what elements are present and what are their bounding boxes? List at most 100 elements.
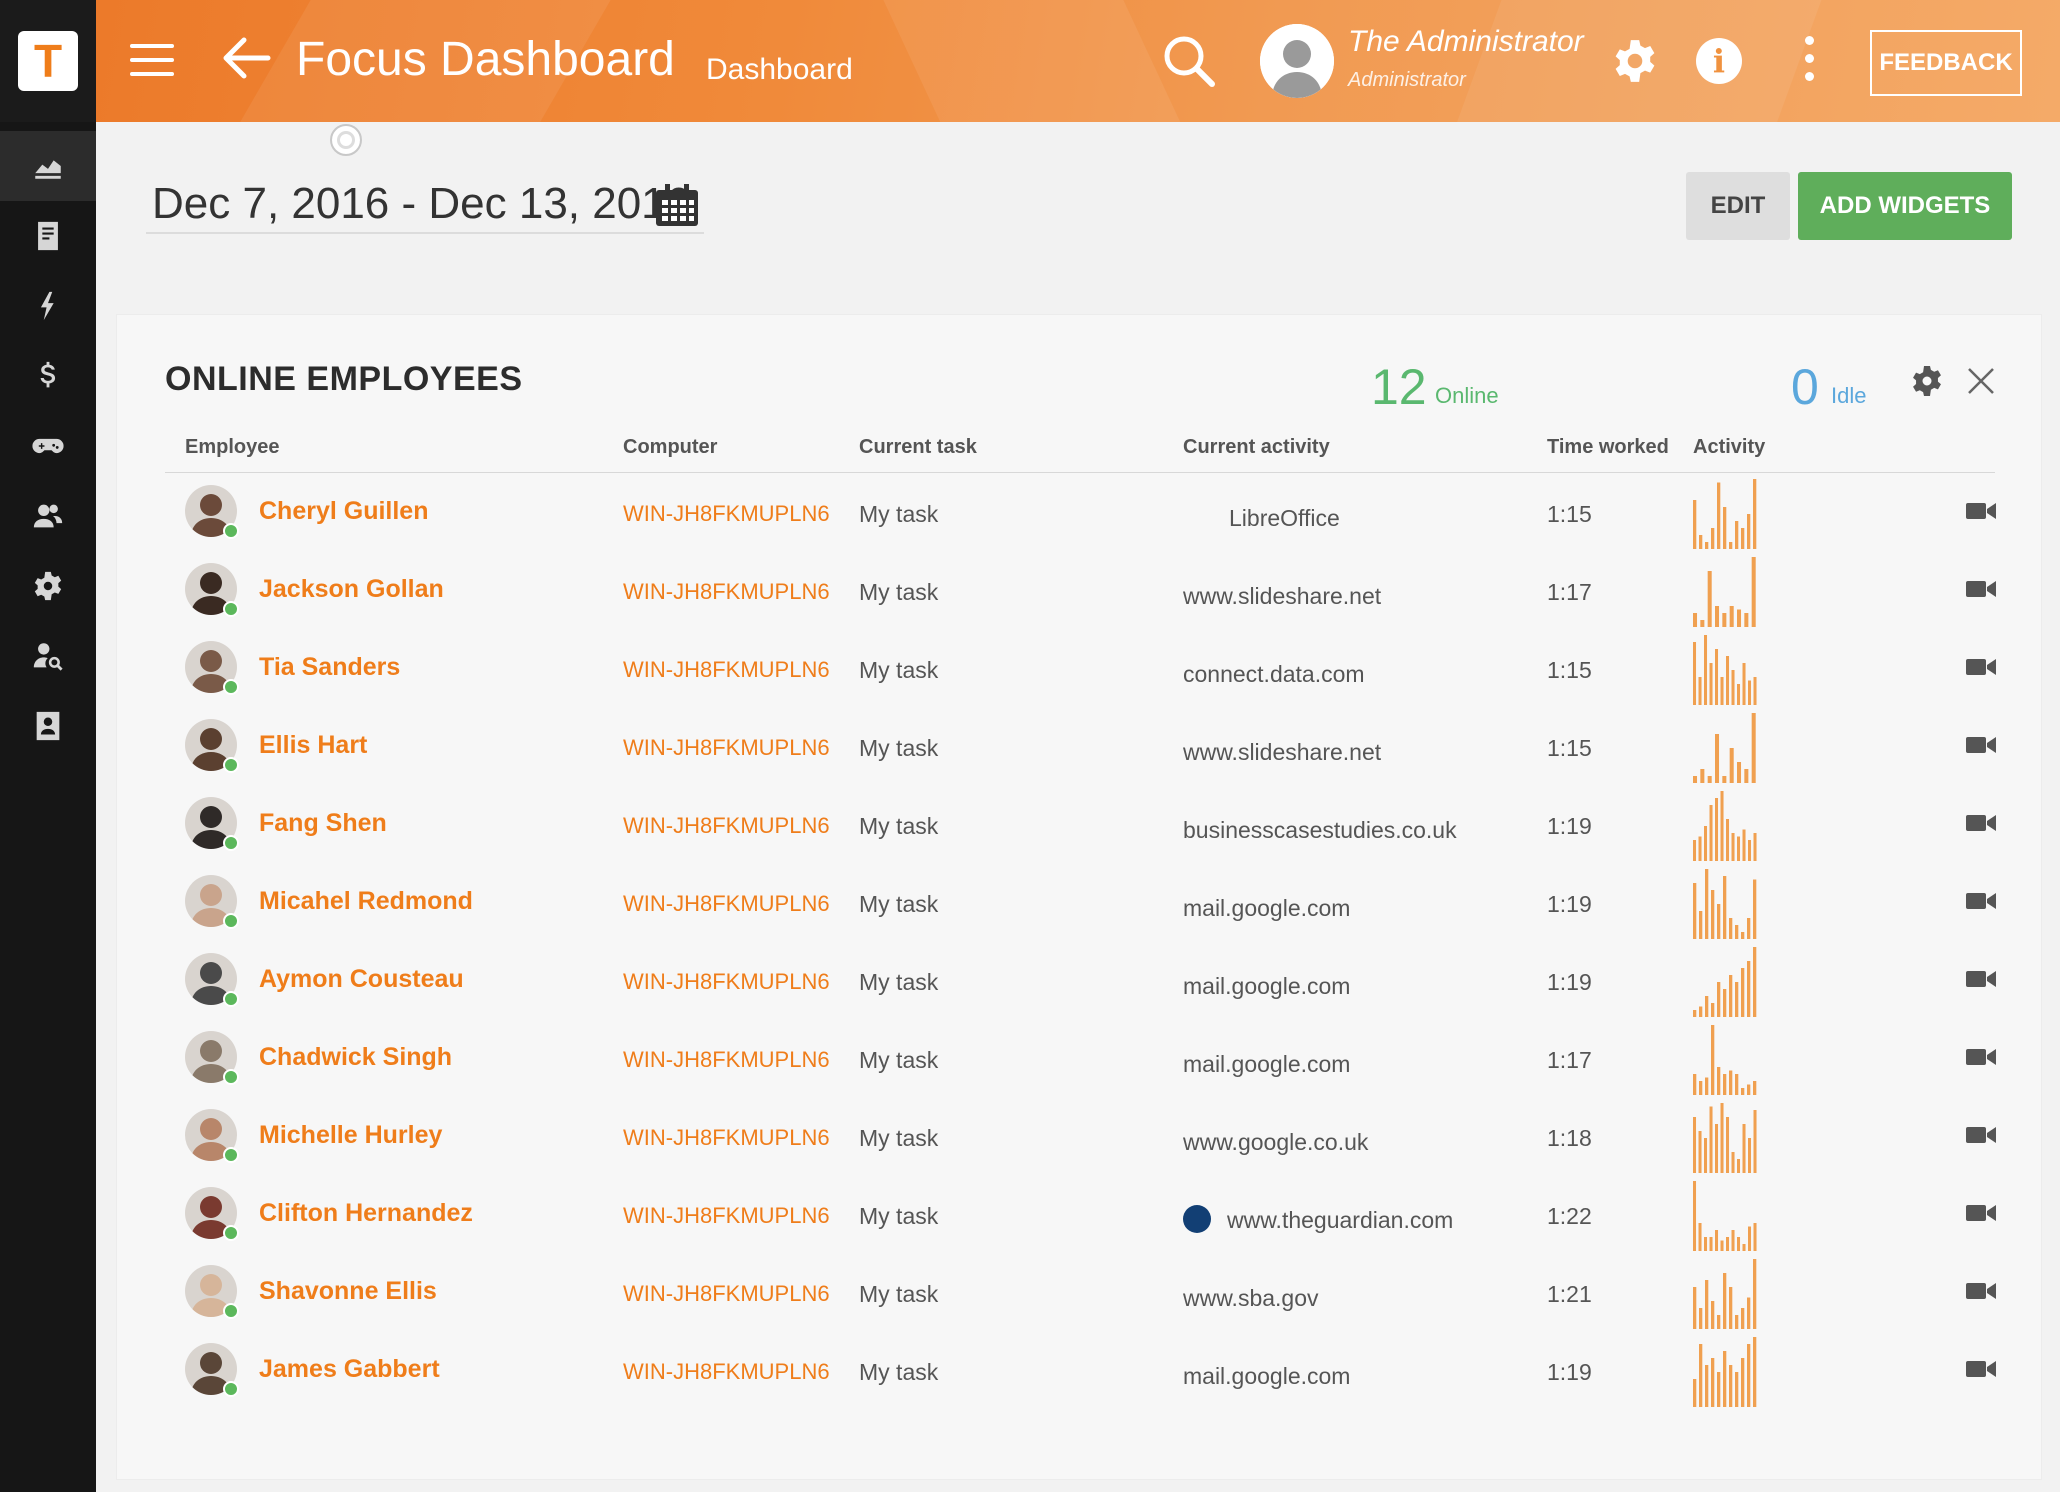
table-row[interactable]: James Gabbert WIN-JH8FKMUPLN6 My task mail.… xyxy=(117,1333,2043,1411)
online-status-dot xyxy=(223,1381,239,1397)
activity-sparkline xyxy=(1693,947,1757,1017)
employee-avatar[interactable] xyxy=(185,797,237,849)
user-role: Administrator xyxy=(1348,69,1466,91)
activity-bar xyxy=(1729,1365,1733,1407)
table-row[interactable]: Micahel Redmond WIN-JH8FKMUPLN6 My task mai… xyxy=(117,865,2043,943)
info-icon[interactable]: i xyxy=(1696,38,1742,84)
activity-sparkline xyxy=(1693,869,1757,939)
video-camera-icon[interactable] xyxy=(1965,577,1997,601)
employee-name[interactable]: Jackson Gollan xyxy=(259,575,444,603)
sidebar-item-user-search[interactable] xyxy=(0,621,96,691)
video-camera-icon[interactable] xyxy=(1965,499,1997,523)
column-header-computer[interactable]: Computer xyxy=(623,436,718,458)
activity-bar xyxy=(1717,982,1721,1017)
employee-name[interactable]: Clifton Hernandez xyxy=(259,1199,473,1227)
activity-bar xyxy=(1742,1124,1746,1173)
employee-name[interactable]: Fang Shen xyxy=(259,809,387,837)
sidebar-item-productivity[interactable] xyxy=(0,271,96,341)
video-camera-icon[interactable] xyxy=(1965,1123,1997,1147)
close-icon[interactable] xyxy=(1965,365,1997,397)
user-avatar[interactable] xyxy=(1260,24,1334,98)
column-header-task[interactable]: Current task xyxy=(859,436,977,458)
video-camera-icon[interactable] xyxy=(1965,967,1997,991)
employee-name[interactable]: Shavonne Ellis xyxy=(259,1277,437,1305)
current-activity: LibreOffice xyxy=(1229,505,1340,531)
slider-handle[interactable] xyxy=(330,124,362,156)
sidebar-item-dashboard[interactable] xyxy=(0,131,96,201)
video-camera-icon[interactable] xyxy=(1965,1357,1997,1381)
table-row[interactable]: Tia Sanders WIN-JH8FKMUPLN6 My task connect… xyxy=(117,631,2043,709)
table-row[interactable]: Aymon Cousteau WIN-JH8FKMUPLN6 My task mail… xyxy=(117,943,2043,1021)
app-logo[interactable]: T xyxy=(18,31,78,91)
video-camera-icon[interactable] xyxy=(1965,1201,1997,1225)
employee-name[interactable]: Cheryl Guillen xyxy=(259,497,429,525)
more-options-icon[interactable] xyxy=(1802,36,1816,86)
video-camera-icon[interactable] xyxy=(1965,811,1997,835)
activity-bar xyxy=(1747,1084,1751,1095)
video-camera-icon[interactable] xyxy=(1965,733,1997,757)
column-header-time[interactable]: Time worked xyxy=(1547,436,1669,458)
time-worked: 1:19 xyxy=(1547,891,1592,917)
back-arrow-icon[interactable] xyxy=(222,36,272,80)
activity-bar xyxy=(1747,514,1751,549)
activity-bar xyxy=(1726,819,1730,861)
edit-button[interactable]: EDIT xyxy=(1686,172,1790,240)
current-activity: mail.google.com xyxy=(1183,1363,1351,1389)
table-row[interactable]: Chadwick Singh WIN-JH8FKMUPLN6 My task mail… xyxy=(117,1021,2043,1099)
table-row[interactable]: Jackson Gollan WIN-JH8FKMUPLN6 My task www.… xyxy=(117,553,2043,631)
employee-avatar[interactable] xyxy=(185,641,237,693)
table-row[interactable]: Michelle Hurley WIN-JH8FKMUPLN6 My task www… xyxy=(117,1099,2043,1177)
feedback-button[interactable]: FEEDBACK xyxy=(1870,30,2022,96)
activity-sparkline xyxy=(1693,1181,1757,1251)
video-camera-icon[interactable] xyxy=(1965,889,1997,913)
user-name[interactable]: The Administrator xyxy=(1348,25,1584,58)
employee-name[interactable]: Michelle Hurley xyxy=(259,1121,443,1149)
activity-bar xyxy=(1729,1070,1733,1095)
employee-name[interactable]: Aymon Cousteau xyxy=(259,965,464,993)
table-row[interactable]: Ellis Hart WIN-JH8FKMUPLN6 My task www.slid… xyxy=(117,709,2043,787)
column-header-activity[interactable]: Current activity xyxy=(1183,436,1330,458)
online-label: Online xyxy=(1435,383,1499,408)
sidebar-item-billing[interactable] xyxy=(0,341,96,411)
activity-bar xyxy=(1699,1081,1703,1095)
table-row[interactable]: Shavonne Ellis WIN-JH8FKMUPLN6 My task www.… xyxy=(117,1255,2043,1333)
table-row[interactable]: Clifton Hernandez WIN-JH8FKMUPLN6 My task w… xyxy=(117,1177,2043,1255)
add-widgets-button[interactable]: ADD WIDGETS xyxy=(1798,172,2012,240)
activity-bar xyxy=(1707,571,1712,627)
activity-bar xyxy=(1717,1372,1721,1407)
current-task: My task xyxy=(859,657,939,683)
activity-bar xyxy=(1693,1117,1697,1173)
table-row[interactable]: Cheryl Guillen WIN-JH8FKMUPLN6 My task Libr… xyxy=(117,475,2043,553)
table-row[interactable]: Fang Shen WIN-JH8FKMUPLN6 My task businessc… xyxy=(117,787,2043,865)
sidebar-item-settings[interactable] xyxy=(0,551,96,621)
employee-name[interactable]: James Gabbert xyxy=(259,1355,440,1383)
sidebar-item-employees[interactable] xyxy=(0,481,96,551)
activity-sparkline xyxy=(1693,635,1757,705)
sidebar-item-games[interactable] xyxy=(0,411,96,481)
video-camera-icon[interactable] xyxy=(1965,1279,1997,1303)
activity-bar xyxy=(1723,876,1727,939)
column-header-activity-chart[interactable]: Activity xyxy=(1693,436,1766,458)
calendar-icon[interactable] xyxy=(654,182,700,228)
online-count: 12 xyxy=(1371,359,1427,415)
widget-settings-icon[interactable] xyxy=(1909,363,1945,399)
online-status-dot xyxy=(223,1069,239,1085)
search-icon[interactable] xyxy=(1162,34,1216,88)
time-worked: 1:15 xyxy=(1547,501,1592,527)
employee-name[interactable]: Micahel Redmond xyxy=(259,887,473,915)
employee-avatar[interactable] xyxy=(185,1031,237,1083)
sidebar-item-profile[interactable] xyxy=(0,691,96,761)
activity-bar xyxy=(1744,613,1749,627)
online-status-dot xyxy=(223,1225,239,1241)
video-camera-icon[interactable] xyxy=(1965,655,1997,679)
employee-name[interactable]: Tia Sanders xyxy=(259,653,401,681)
video-camera-icon[interactable] xyxy=(1965,1045,1997,1069)
current-task: My task xyxy=(859,1125,939,1151)
settings-gear-icon[interactable] xyxy=(1610,36,1660,86)
employee-name[interactable]: Chadwick Singh xyxy=(259,1043,453,1071)
date-range-picker[interactable]: Dec 7, 2016 - Dec 13, 2016 xyxy=(146,174,704,234)
column-header-employee[interactable]: Employee xyxy=(185,436,280,458)
sidebar-item-reports[interactable] xyxy=(0,201,96,271)
menu-icon[interactable] xyxy=(130,44,174,76)
employee-name[interactable]: Ellis Hart xyxy=(259,731,368,759)
